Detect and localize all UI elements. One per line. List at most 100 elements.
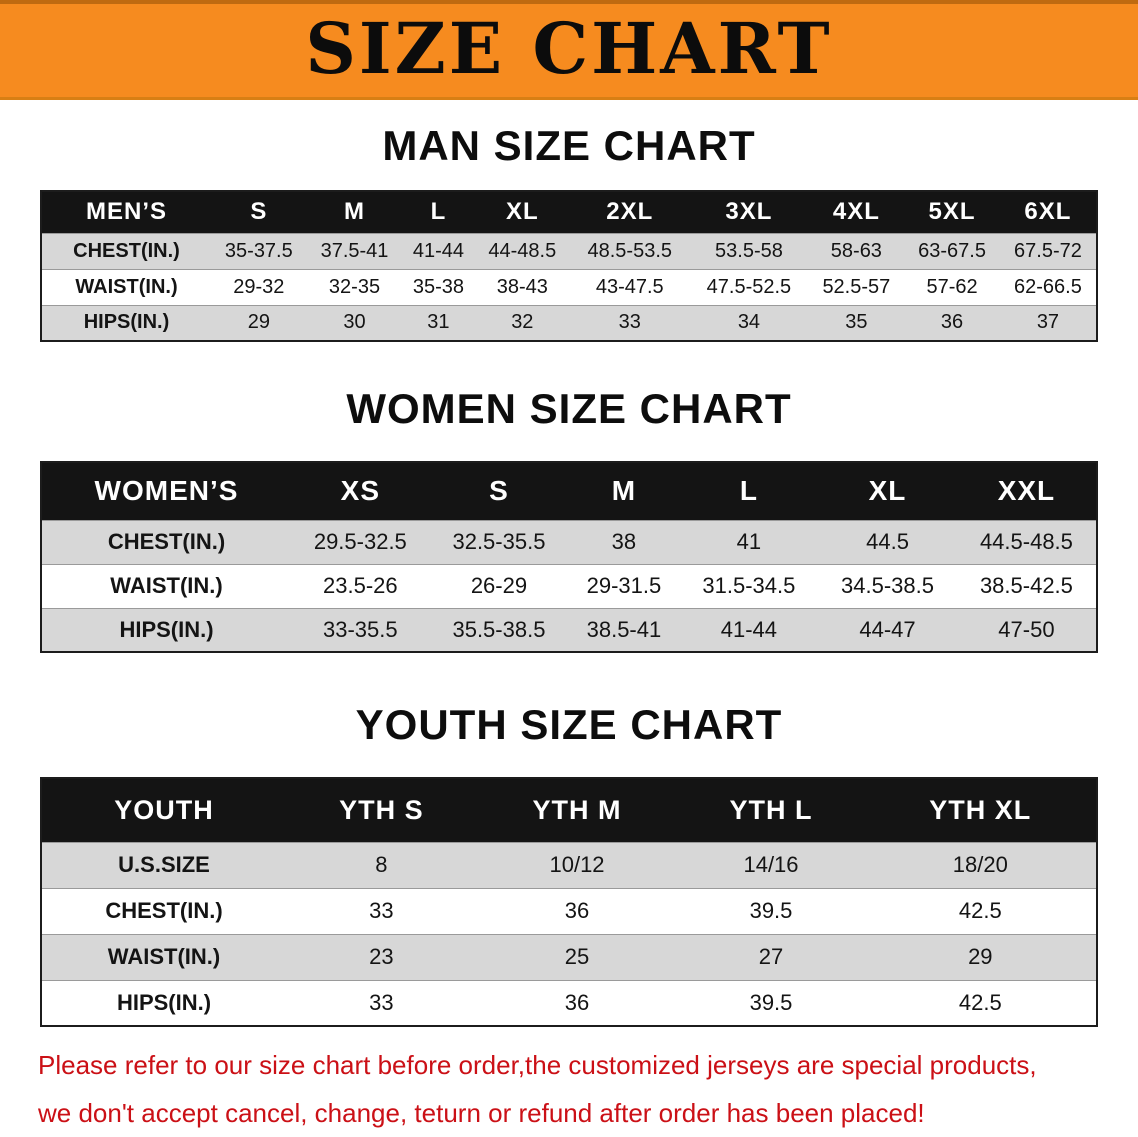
column-header: M xyxy=(568,462,680,520)
table-row: HIPS(IN.) 33-35.5 35.5-38.5 38.5-41 41-44 44-… xyxy=(41,608,1097,652)
header-row: YOUTH YTH S YTH M YTH L YTH XL xyxy=(41,778,1097,842)
column-header: YTH L xyxy=(677,778,865,842)
table-cell: 38.5-42.5 xyxy=(979,573,1073,598)
banner: SIZE CHART xyxy=(0,0,1138,100)
table-corner-label: YOUTH xyxy=(41,778,286,842)
table-cell: 30 xyxy=(343,311,366,334)
table-cell: 57-62 xyxy=(926,275,978,298)
women-size-chart-section: WOMEN SIZE CHART WOMEN’S XS S M L XL XXL CHEST(… xyxy=(0,387,1138,653)
table-cell: 31.5-34.5 xyxy=(702,573,796,598)
table-cell: 23 xyxy=(369,944,394,969)
table-cell: 37 xyxy=(1036,311,1060,334)
header-row: WOMEN’S XS S M L XL XXL xyxy=(41,462,1097,520)
table-cell: 27 xyxy=(758,944,784,969)
table-cell: 14/16 xyxy=(743,852,799,877)
column-header: XL xyxy=(818,462,957,520)
table-cell: 41 xyxy=(736,529,762,554)
column-header: XS xyxy=(291,462,430,520)
table-cell: 36 xyxy=(564,989,590,1015)
row-label: WAIST(IN.) xyxy=(75,275,178,298)
row-label: CHEST(IN.) xyxy=(105,898,223,923)
table-cell: 38.5-41 xyxy=(586,616,662,642)
row-label: HIPS(IN.) xyxy=(83,311,170,334)
table-cell: 29.5-32.5 xyxy=(313,529,407,554)
table-cell: 33-35.5 xyxy=(323,616,398,642)
table-cell: 36 xyxy=(940,311,964,334)
table-cell: 8 xyxy=(375,852,388,877)
table-cell: 35-38 xyxy=(412,275,464,298)
table-cell: 48.5-53.5 xyxy=(587,239,672,262)
table-cell: 44.5-48.5 xyxy=(979,529,1073,554)
row-label: U.S.SIZE xyxy=(118,852,210,877)
men-size-chart-section: MAN SIZE CHART MEN’S S M L XL 2XL 3XL 4XL 5XL 6XL… xyxy=(0,124,1138,342)
table-cell: 38 xyxy=(611,529,637,554)
table-row: CHEST(IN.) 29.5-32.5 32.5-35.5 38 41 44.5 44.5… xyxy=(41,520,1097,564)
column-header: 2XL xyxy=(570,191,690,233)
table-cell: 67.5-72 xyxy=(1014,239,1082,262)
table-cell: 29 xyxy=(247,311,270,334)
table-corner-label: MEN’S xyxy=(41,191,211,233)
table-cell: 33 xyxy=(369,989,394,1015)
column-header: XXL xyxy=(956,462,1097,520)
column-header: M xyxy=(306,191,403,233)
row-label: CHEST(IN.) xyxy=(107,529,226,554)
table-cell: 43-47.5 xyxy=(595,275,664,298)
column-header: YTH XL xyxy=(864,778,1097,842)
row-label: HIPS(IN.) xyxy=(116,989,212,1015)
table-cell: 18/20 xyxy=(952,852,1008,877)
table-cell: 23.5-26 xyxy=(323,573,398,598)
table-cell: 25 xyxy=(564,944,590,969)
header-row: MEN’S S M L XL 2XL 3XL 4XL 5XL 6XL xyxy=(41,191,1097,233)
table-cell: 32-35 xyxy=(328,275,381,298)
column-header: S xyxy=(211,191,307,233)
table-row: CHEST(IN.) 33 36 39.5 42.5 xyxy=(41,888,1097,934)
row-label: CHEST(IN.) xyxy=(73,239,180,262)
table-cell: 42.5 xyxy=(958,898,1002,923)
table-cell: 10/12 xyxy=(549,852,605,877)
column-header: 4XL xyxy=(808,191,905,233)
women-size-table: WOMEN’S XS S M L XL XXL CHEST(IN.) 29.5-32.5 32.5… xyxy=(40,461,1098,653)
table-cell: 52.5-57 xyxy=(822,275,891,298)
column-header: YTH M xyxy=(476,778,678,842)
row-label: WAIST(IN.) xyxy=(107,944,221,969)
table-cell: 33 xyxy=(369,898,394,923)
table-cell: 63-67.5 xyxy=(918,239,986,262)
table-row: CHEST(IN.) 35-37.5 37.5-41 41-44 44-48.5 48.5… xyxy=(41,233,1097,269)
youth-chart-title: YOUTH SIZE CHART xyxy=(355,701,783,748)
row-label: WAIST(IN.) xyxy=(110,573,223,598)
table-cell: 39.5 xyxy=(749,989,793,1015)
column-header: XL xyxy=(474,191,571,233)
table-cell: 44.5 xyxy=(866,529,909,554)
disclaimer-line-2: we don't accept cancel, change, teturn o… xyxy=(38,1098,925,1128)
table-cell: 35.5-38.5 xyxy=(452,616,546,642)
table-cell: 35-37.5 xyxy=(224,239,293,262)
table-cell: 37.5-41 xyxy=(320,239,389,262)
men-chart-title: MAN SIZE CHART xyxy=(382,122,756,169)
column-header: S xyxy=(429,462,569,520)
table-cell: 32 xyxy=(511,311,534,334)
table-row: WAIST(IN.) 29-32 32-35 35-38 38-43 43-47.5 47.… xyxy=(41,269,1097,305)
table-row: U.S.SIZE 8 10/12 14/16 18/20 xyxy=(41,842,1097,888)
table-cell: 29-32 xyxy=(233,275,285,298)
table-cell: 47.5-52.5 xyxy=(706,275,792,298)
table-cell: 31 xyxy=(427,311,450,334)
disclaimer: Please refer to our size chart before or… xyxy=(0,1041,1138,1137)
table-cell: 39.5 xyxy=(749,898,793,923)
page-title: SIZE CHART xyxy=(305,6,833,90)
youth-size-chart-section: YOUTH SIZE CHART YOUTH YTH S YTH M YTH L YTH… xyxy=(0,703,1138,1027)
table-cell: 62-66.5 xyxy=(1014,275,1082,298)
table-cell: 58-63 xyxy=(830,239,882,262)
column-header: 6XL xyxy=(999,191,1097,233)
column-header: 5XL xyxy=(904,191,1000,233)
table-cell: 34 xyxy=(737,311,761,334)
table-cell: 29-31.5 xyxy=(586,573,662,598)
table-cell: 41-44 xyxy=(720,616,778,642)
column-header: L xyxy=(679,462,819,520)
table-cell: 32.5-35.5 xyxy=(452,529,546,554)
table-cell: 44-48.5 xyxy=(488,239,557,262)
table-cell: 34.5-38.5 xyxy=(841,573,934,598)
table-cell: 42.5 xyxy=(958,989,1002,1015)
table-cell: 36 xyxy=(564,898,590,923)
table-row: HIPS(IN.) 29 30 31 32 33 34 35 36 37 xyxy=(41,305,1097,341)
